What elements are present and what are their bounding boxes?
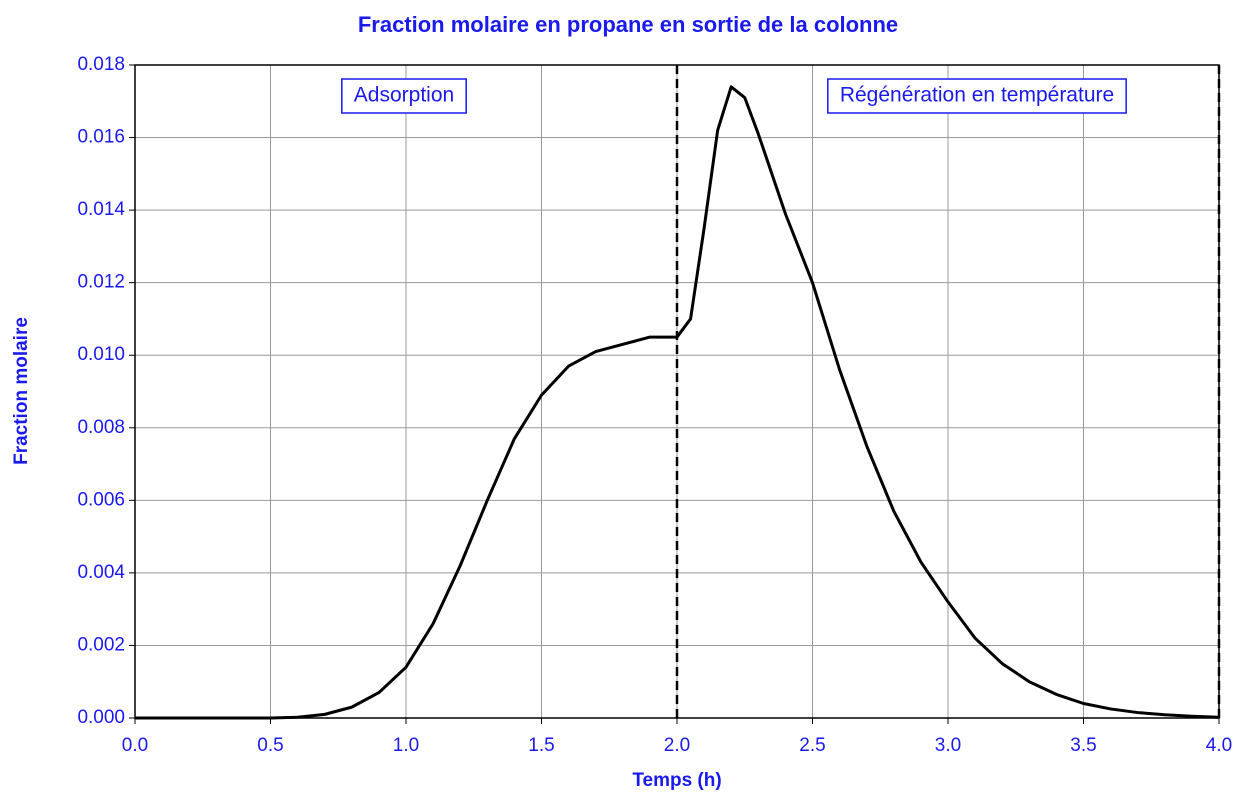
- y-tick-label: 0.018: [77, 54, 125, 75]
- x-tick-label: 1.0: [393, 735, 419, 756]
- y-axis-title: Fraction molaire: [11, 317, 32, 465]
- x-tick-label: 1.5: [528, 735, 554, 756]
- y-tick-label: 0.006: [77, 489, 125, 510]
- y-tick-label: 0.016: [77, 127, 125, 148]
- x-tick-label: 4.0: [1206, 735, 1232, 756]
- x-axis-title: Temps (h): [632, 770, 721, 791]
- y-tick-label: 0.010: [77, 344, 125, 365]
- x-tick-label: 3.5: [1070, 735, 1096, 756]
- x-tick-label: 0.5: [257, 735, 283, 756]
- x-tick-label: 3.0: [935, 735, 961, 756]
- data-line: [135, 85, 1220, 720]
- y-tick-label: 0.000: [77, 707, 125, 728]
- chart-title: Fraction molaire en propane en sortie de…: [358, 12, 898, 37]
- x-tick-label: 2.0: [664, 735, 690, 756]
- y-tick-label: 0.014: [77, 199, 125, 220]
- y-tick-label: 0.004: [77, 562, 125, 583]
- annotation-label: Adsorption: [354, 84, 454, 107]
- y-tick-label: 0.012: [77, 272, 125, 293]
- x-tick-label: 0.0: [122, 735, 148, 756]
- annotation-box: [341, 78, 467, 114]
- y-tick-label: 0.008: [77, 417, 125, 438]
- annotation-label: Régénération en température: [840, 84, 1114, 107]
- annotation-box: [827, 78, 1127, 114]
- x-tick-label: 2.5: [799, 735, 825, 756]
- y-tick-label: 0.002: [77, 634, 125, 655]
